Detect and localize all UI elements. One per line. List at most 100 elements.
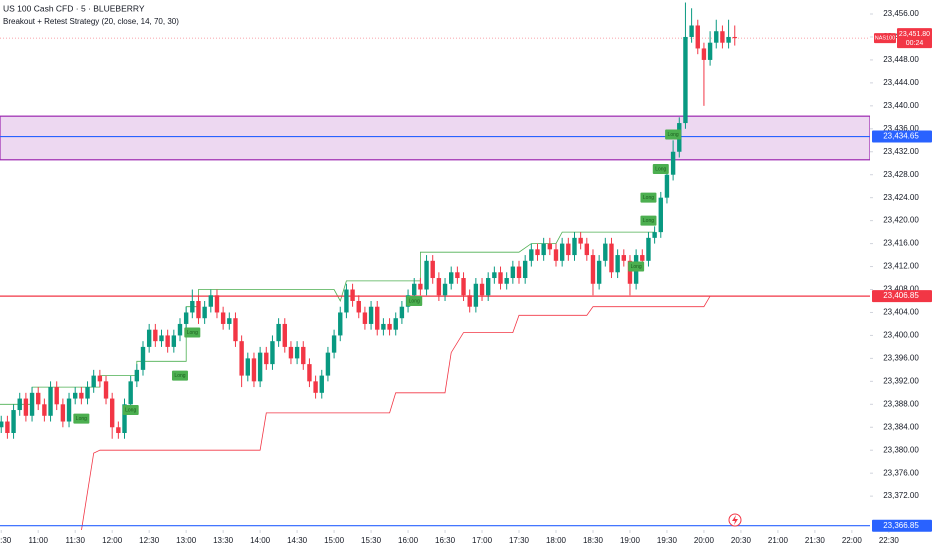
signal-box <box>628 261 645 272</box>
x-tick-label: 11:00 <box>28 536 48 545</box>
candle-body <box>97 375 103 382</box>
x-tick-label: 13:00 <box>176 536 197 545</box>
y-tick-label: 23,392.00 <box>883 376 919 385</box>
signal-label: Long <box>409 298 420 304</box>
price-label-box <box>872 519 932 532</box>
candle-body <box>584 243 590 256</box>
candle-body <box>48 387 53 416</box>
candle-body <box>171 335 177 347</box>
candle-body <box>331 335 337 353</box>
signal-label: Long <box>655 166 666 172</box>
candle-body <box>492 272 497 279</box>
candle-body <box>664 174 670 198</box>
signal-label: Long <box>187 330 198 336</box>
candle-body <box>140 346 146 370</box>
y-tick-label: 23,416.00 <box>883 239 919 248</box>
candle-body <box>461 278 466 296</box>
candle-body <box>449 272 454 284</box>
candle-body <box>202 306 207 319</box>
alert-icon[interactable] <box>728 513 742 527</box>
signal-box <box>652 163 669 174</box>
candle-body <box>66 398 72 422</box>
price-label-box <box>872 290 932 303</box>
candle-body <box>54 387 59 405</box>
indicator-line <box>81 295 723 530</box>
candle-body <box>227 318 232 324</box>
candle-body <box>436 278 442 296</box>
signal-label: Long <box>76 416 87 422</box>
candle-body <box>375 306 380 330</box>
axes: 23,456.0023,452.0023,448.0023,444.0023,4… <box>0 9 932 545</box>
y-tick-label: 23,448.00 <box>883 55 919 64</box>
candle-body <box>658 197 663 233</box>
y-tick-label: 23,400.00 <box>883 331 919 340</box>
x-tick-label: 15:00 <box>324 536 345 545</box>
candle-body <box>79 392 84 399</box>
y-tick-label: 23,372.00 <box>883 491 919 500</box>
candle-body <box>128 381 133 405</box>
candle-body <box>220 312 226 324</box>
candle-body <box>726 36 731 43</box>
candle-body <box>467 295 472 307</box>
candle-body <box>288 346 294 359</box>
y-tick-label: 23,420.00 <box>883 216 919 225</box>
signal-label: Long <box>631 264 642 270</box>
candle-body <box>103 381 109 399</box>
candle-body <box>683 36 688 124</box>
y-tick-label: 23,440.00 <box>883 101 919 110</box>
candle-body <box>85 387 90 399</box>
candle-body <box>387 323 392 330</box>
candle-body <box>146 329 152 347</box>
candle-body <box>165 335 170 347</box>
signal-label: Long <box>174 373 185 379</box>
signal-box <box>665 129 682 140</box>
candle-body <box>196 300 201 319</box>
x-tick-label: 12:00 <box>102 536 123 545</box>
x-tick-label: 11:30 <box>65 536 85 545</box>
candle-body <box>498 272 503 284</box>
candle-body <box>566 243 571 256</box>
candle-body <box>109 398 115 428</box>
candle-body <box>504 278 509 284</box>
symbol-tag-box <box>874 33 896 44</box>
candle-body <box>707 42 713 60</box>
candle-body <box>17 398 22 411</box>
x-tick-label: 16:30 <box>435 536 456 545</box>
candle-body <box>36 392 41 405</box>
x-tick-label: 12:30 <box>139 536 160 545</box>
y-tick-label: 23,376.00 <box>883 468 919 477</box>
candle-body <box>529 249 534 261</box>
candle-body <box>0 421 4 428</box>
x-tick-label: 17:00 <box>472 536 493 545</box>
candle-body <box>590 255 596 284</box>
candle-body <box>627 260 633 284</box>
x-tick-label: 21:30 <box>805 536 826 545</box>
x-tick-label: 18:00 <box>546 536 567 545</box>
candle-body <box>122 404 127 433</box>
candle-body <box>553 249 559 261</box>
price-label-box <box>897 28 932 49</box>
candle-body <box>208 295 214 307</box>
candle-body <box>42 404 47 416</box>
y-tick-label: 23,408.00 <box>883 285 919 294</box>
x-tick-label: 19:30 <box>657 536 678 545</box>
price-label: 23,434.65 <box>883 132 919 141</box>
candle-body <box>23 398 29 416</box>
candle-body <box>510 266 516 279</box>
x-tick-label: 10:30 <box>0 536 12 545</box>
candle-body <box>159 335 164 342</box>
y-tick-label: 23,388.00 <box>883 399 919 408</box>
candle-body <box>516 266 522 279</box>
candle-body <box>319 375 324 393</box>
candle-body <box>596 260 602 284</box>
y-tick-label: 23,432.00 <box>883 147 919 156</box>
candle-body <box>424 260 429 290</box>
candle-body <box>732 36 737 39</box>
candle-body <box>116 427 121 433</box>
candle-body <box>276 323 281 342</box>
x-tick-label: 16:00 <box>398 536 419 545</box>
signal-box <box>122 405 139 416</box>
price-label-box <box>872 130 932 143</box>
candle-body <box>720 31 725 43</box>
